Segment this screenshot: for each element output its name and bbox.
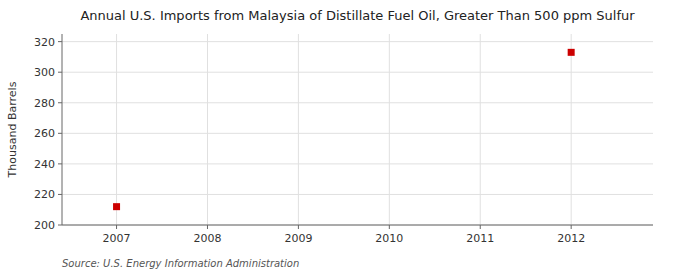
grid-line-y <box>62 72 653 73</box>
y-tick <box>58 41 62 42</box>
x-tick-label: 2011 <box>466 232 494 245</box>
y-tick <box>58 102 62 103</box>
y-axis-label: Thousand Barrels <box>6 81 19 178</box>
grid <box>62 34 653 225</box>
grid-line-y <box>62 102 653 103</box>
y-tick <box>58 194 62 195</box>
x-tick-label: 2009 <box>284 232 312 245</box>
y-tick <box>58 72 62 73</box>
y-tick-label: 240 <box>34 158 55 171</box>
x-tick-label: 2007 <box>103 232 131 245</box>
source-note: Source: U.S. Energy Information Administ… <box>62 258 299 269</box>
y-tick <box>58 225 62 226</box>
grid-line-x <box>480 34 481 225</box>
grid-line-x <box>571 34 572 225</box>
y-tick-label: 220 <box>34 188 55 201</box>
y-tick-label: 280 <box>34 97 55 110</box>
grid-line-x <box>298 34 299 225</box>
x-axis-line <box>62 225 653 226</box>
y-tick-label: 260 <box>34 127 55 140</box>
point <box>568 49 575 56</box>
y-axis-line <box>62 34 63 225</box>
grid-line-y <box>62 225 653 226</box>
grid-line-y <box>62 133 653 134</box>
point <box>113 203 120 210</box>
x-tick <box>116 225 117 229</box>
grid-line-x <box>116 34 117 225</box>
grid-line-x <box>207 34 208 225</box>
grid-line-y <box>62 163 653 164</box>
title: Annual U.S. Imports from Malaysia of Dis… <box>80 8 635 23</box>
x-tick-label: 2012 <box>557 232 585 245</box>
x-tick <box>480 225 481 229</box>
x-tick-label: 2010 <box>375 232 403 245</box>
y-tick-label: 320 <box>34 36 55 49</box>
y-tick-label: 300 <box>34 66 55 79</box>
axes: 2007 2008 2009 2010 2011 2012 200 220 240 260 280 3… <box>34 34 653 245</box>
y-tick <box>58 133 62 134</box>
chart-container: 2007 2008 2009 2010 2011 2012 200 220 240 260 280 3… <box>0 0 675 275</box>
x-tick-label: 2008 <box>193 232 221 245</box>
x-tick <box>207 225 208 229</box>
grid-line-y <box>62 194 653 195</box>
grid-line-y <box>62 41 653 42</box>
chart-svg: 2007 2008 2009 2010 2011 2012 200 220 240 260 280 3… <box>0 0 675 275</box>
grid-line-x <box>389 34 390 225</box>
y-tick-label: 200 <box>34 219 55 232</box>
points <box>113 49 575 210</box>
y-tick <box>58 163 62 164</box>
x-tick <box>571 225 572 229</box>
x-tick <box>389 225 390 229</box>
x-tick <box>298 225 299 229</box>
